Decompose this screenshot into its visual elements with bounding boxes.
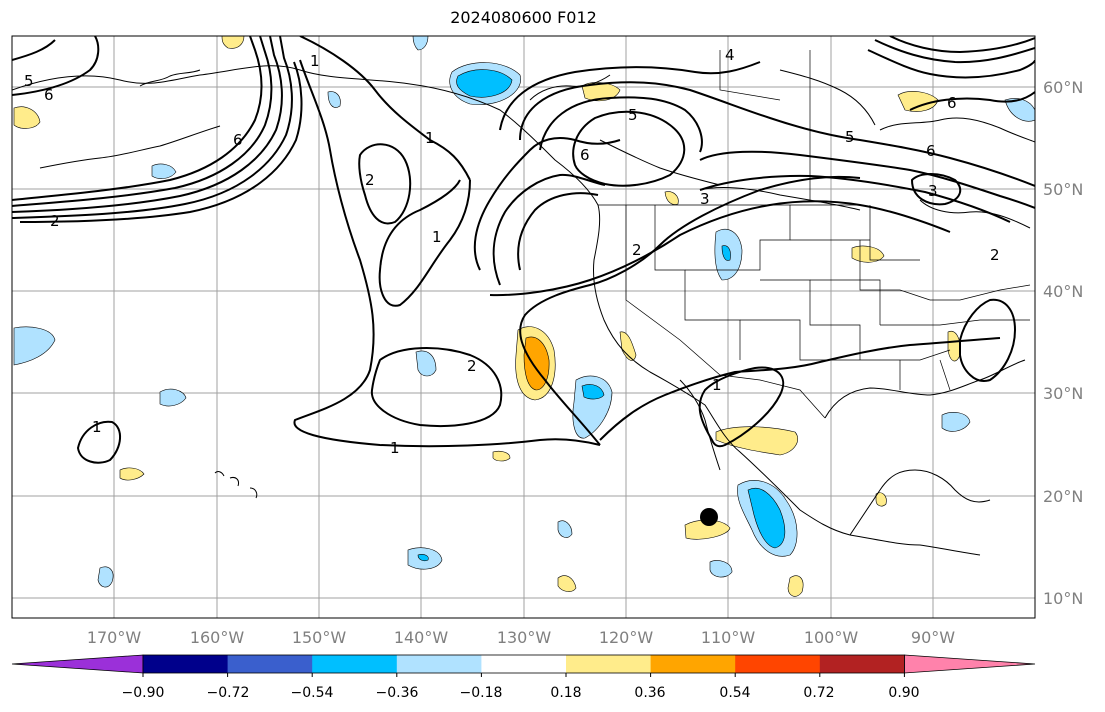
lat-label: 60°N xyxy=(1043,78,1083,97)
map-frame xyxy=(11,35,1036,619)
lon-label: 150°W xyxy=(292,628,347,647)
contour-label: 1 xyxy=(310,52,320,70)
colorbar-segment xyxy=(312,655,398,673)
latitude-labels: 60°N 50°N 40°N 30°N 20°N 10°N xyxy=(1043,78,1083,608)
contour-label: 6 xyxy=(926,142,936,160)
contour-label: 2 xyxy=(365,171,375,189)
contour-label: 1 xyxy=(425,129,435,147)
colorbar-tick-label: −0.90 xyxy=(122,685,165,701)
lat-label: 30°N xyxy=(1043,384,1083,403)
lat-label: 40°N xyxy=(1043,282,1083,301)
colorbar-tick-label: 0.90 xyxy=(888,685,919,701)
contour-lines xyxy=(12,36,1035,464)
contour-label: 2 xyxy=(990,246,1000,264)
colorbar-tick-label: −0.54 xyxy=(291,685,334,701)
contour-label: 3 xyxy=(928,182,938,200)
contour-label: 6 xyxy=(947,94,957,112)
contour-label: 6 xyxy=(44,86,54,104)
contour-label: 2 xyxy=(50,212,60,230)
lat-label: 50°N xyxy=(1043,180,1083,199)
contour-label: 2 xyxy=(632,241,642,259)
shaded-field xyxy=(13,36,1035,597)
contour-label: 3 xyxy=(700,190,710,208)
colorbar-segment xyxy=(819,655,905,673)
colorbar-segment xyxy=(650,655,736,673)
colorbar-frame xyxy=(142,654,905,674)
map-title: 2024080600 F012 xyxy=(450,8,597,27)
contour-label: 1 xyxy=(432,228,442,246)
colorbar-segment xyxy=(143,655,229,673)
contour-label: 5 xyxy=(845,128,855,146)
graticule xyxy=(12,36,1035,618)
coastlines xyxy=(12,65,1035,556)
storm-center-marker xyxy=(700,508,718,526)
contour-label: 4 xyxy=(725,46,735,64)
lon-label: 170°W xyxy=(87,628,142,647)
lon-label: 130°W xyxy=(497,628,552,647)
colorbar-tick-label: 0.18 xyxy=(550,685,581,701)
longitude-labels: 170°W 160°W 150°W 140°W 130°W 120°W 110°… xyxy=(87,628,955,647)
contour-label: 6 xyxy=(580,146,590,164)
contour-label: 2 xyxy=(467,357,477,375)
lat-label: 10°N xyxy=(1043,589,1083,608)
lon-label: 90°W xyxy=(911,628,955,647)
colorbar-tick-label: −0.18 xyxy=(460,685,503,701)
colorbar-segment xyxy=(566,655,652,673)
colorbar-extend-low xyxy=(11,654,144,674)
colorbar-tick-label: 0.72 xyxy=(803,685,834,701)
lon-label: 140°W xyxy=(394,628,449,647)
colorbar-extend-high xyxy=(904,654,1036,674)
lat-label: 20°N xyxy=(1043,487,1083,506)
contour-label: 5 xyxy=(628,106,638,124)
colorbar-segment xyxy=(396,655,482,673)
colorbar-tick-label: 0.36 xyxy=(634,685,665,701)
lon-label: 110°W xyxy=(701,628,756,647)
colorbar-segment xyxy=(481,655,567,673)
contour-label: 5 xyxy=(24,72,34,90)
colorbar-tick-label: 0.54 xyxy=(719,685,750,701)
colorbar-tick-label: −0.72 xyxy=(207,685,250,701)
contour-label: 1 xyxy=(712,376,722,394)
contour-label: 1 xyxy=(92,418,102,436)
lon-label: 160°W xyxy=(190,628,245,647)
contour-label: 6 xyxy=(233,131,243,149)
colorbar xyxy=(11,654,1036,677)
colorbar-tick-label: −0.36 xyxy=(376,685,419,701)
contour-label-group: 1 1 1 1 1 1 2 2 2 2 2 3 3 4 5 5 5 6 6 6 … xyxy=(24,46,1000,457)
contour-label: 1 xyxy=(390,439,400,457)
colorbar-segment xyxy=(227,655,313,673)
colorbar-segment xyxy=(735,655,821,673)
lon-label: 100°W xyxy=(804,628,859,647)
colorbar-tick-labels: −0.90 −0.72 −0.54 −0.36 −0.18 0.18 0.36 … xyxy=(122,685,920,701)
lon-label: 120°W xyxy=(599,628,654,647)
